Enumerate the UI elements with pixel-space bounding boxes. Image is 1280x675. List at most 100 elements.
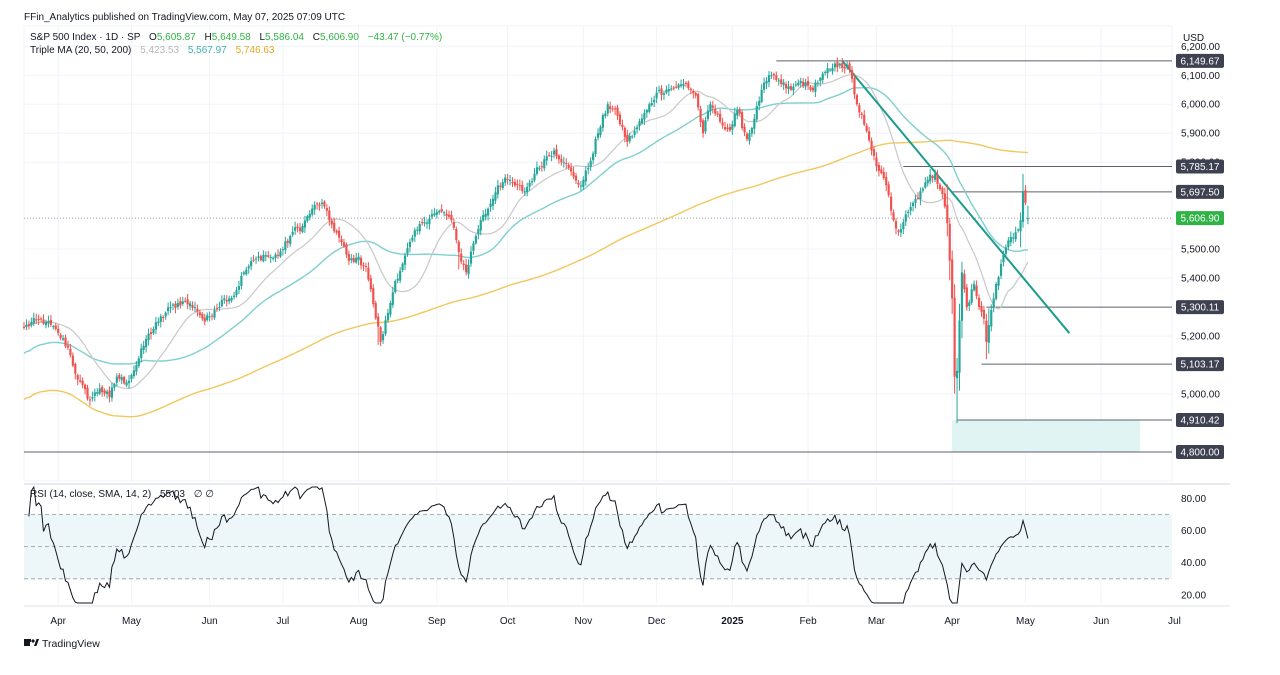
candle-up — [911, 201, 915, 212]
candle-up — [970, 283, 973, 305]
candle-down — [946, 184, 949, 237]
candle-body — [809, 86, 812, 90]
candle-up — [418, 220, 421, 235]
candle-body — [66, 345, 70, 348]
candle-up — [526, 182, 529, 197]
candle-body — [359, 257, 363, 266]
candle-up — [137, 355, 140, 369]
candle-body — [897, 230, 900, 232]
candle-down — [225, 295, 228, 307]
candle-down — [323, 200, 326, 209]
candle-up — [218, 301, 221, 312]
candle-down — [616, 104, 619, 121]
candle-up — [140, 343, 143, 363]
candle-body — [469, 251, 473, 264]
candle-down — [513, 178, 517, 188]
price-tick-label: 6,000.00 — [1181, 100, 1220, 111]
candle-body — [628, 135, 631, 141]
candle-body — [1004, 247, 1008, 254]
candle-body — [284, 241, 287, 251]
candle-down — [611, 105, 614, 112]
candle-up — [482, 210, 485, 222]
candle-down — [450, 210, 453, 223]
candle-body — [311, 208, 314, 215]
candle-up — [169, 301, 172, 313]
candle-body — [184, 300, 187, 302]
candle-up — [284, 236, 287, 254]
candle-down — [689, 87, 692, 95]
candle-down — [802, 78, 805, 89]
candle-up — [589, 157, 592, 171]
rsi-tick-label: 80.00 — [1181, 494, 1206, 505]
candle-body — [455, 228, 458, 241]
key-level-box — [1176, 413, 1224, 428]
candle-down — [186, 293, 189, 310]
candle-body — [162, 316, 165, 318]
candle-up — [670, 85, 673, 91]
candle-up — [587, 162, 590, 175]
candle-up — [384, 315, 387, 336]
candle-body — [1012, 237, 1015, 239]
candle-body — [528, 182, 531, 187]
candle-up — [543, 155, 546, 172]
symbol-legend[interactable]: S&P 500 Index · 1D · SP O5,605.87 H5,649… — [30, 32, 442, 43]
candle-body — [423, 222, 426, 224]
candle-up — [303, 215, 306, 233]
candle-up — [491, 194, 495, 210]
candle-body — [538, 167, 541, 169]
close-value: 5,606.90 — [320, 32, 359, 43]
candle-body — [557, 155, 561, 160]
candle-body — [447, 214, 451, 217]
candle-up — [237, 280, 241, 294]
candle-body — [841, 63, 844, 68]
candle-up — [828, 67, 832, 72]
candle-body — [484, 213, 487, 217]
candle-up — [633, 126, 636, 138]
candle-body — [836, 62, 839, 68]
key-level-box — [1176, 445, 1224, 460]
candle-up — [1004, 244, 1008, 259]
candle-body — [401, 263, 404, 271]
candle-body — [762, 82, 766, 90]
candle-up — [929, 169, 932, 185]
candle-body — [904, 214, 907, 222]
candle-body — [929, 174, 932, 182]
candle-body — [308, 213, 311, 218]
candle-body — [384, 320, 387, 334]
candle-up — [262, 250, 265, 263]
candle-body — [645, 110, 648, 113]
candle-body — [679, 84, 683, 87]
candle-down — [330, 217, 333, 229]
candle-down — [609, 101, 612, 114]
candle-down — [870, 137, 873, 156]
candle-body — [736, 110, 739, 116]
candle-body — [753, 118, 756, 129]
candle-body — [916, 197, 920, 199]
tradingview-logo[interactable]: TradingView — [24, 638, 100, 650]
candle-body — [142, 345, 145, 350]
candle-up — [755, 101, 758, 123]
candle-body — [846, 64, 849, 68]
candle-body — [760, 89, 763, 102]
candle-up — [640, 113, 644, 125]
candle-body — [1017, 229, 1020, 231]
ma-legend[interactable]: Triple MA (20, 50, 200) 5,423.53 5,567.9… — [30, 45, 275, 56]
candle-body — [25, 324, 28, 327]
time-tick-label: 2025 — [721, 616, 744, 627]
rsi-legend[interactable]: RSI (14, close, SMA, 14, 2) 55.03 ∅ ∅ — [30, 489, 214, 500]
candle-down — [337, 226, 341, 243]
candle-body — [396, 278, 399, 281]
symbol-name: S&P 500 Index · 1D · SP — [30, 32, 141, 43]
candle-body — [430, 214, 434, 217]
candle-up — [814, 79, 817, 98]
candle-body — [347, 253, 350, 261]
candle-up — [767, 70, 771, 88]
candle-up — [44, 319, 48, 329]
candle-up — [355, 252, 358, 264]
candle-body — [61, 338, 65, 340]
candle-body — [706, 110, 710, 119]
candle-up — [171, 302, 175, 311]
candle-body — [306, 216, 309, 221]
candle-down — [372, 284, 375, 308]
candle-up — [955, 357, 959, 424]
